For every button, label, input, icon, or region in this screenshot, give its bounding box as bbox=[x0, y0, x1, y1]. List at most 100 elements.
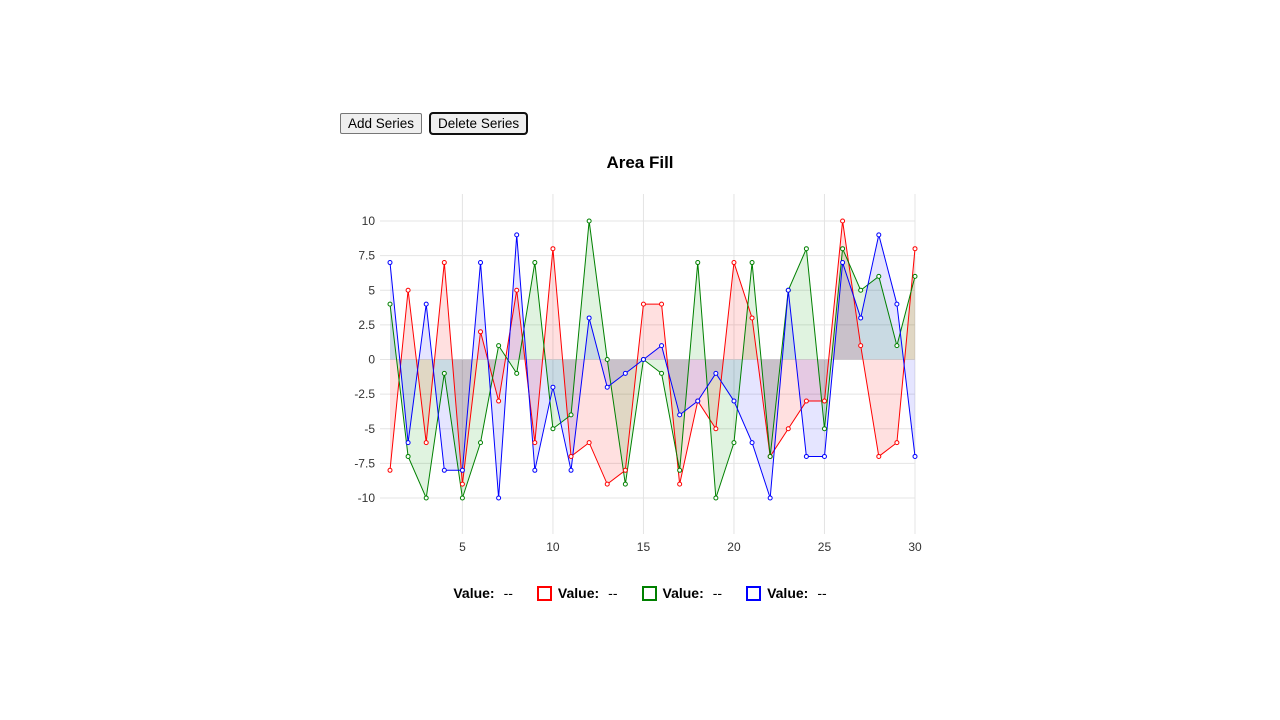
data-point bbox=[822, 399, 826, 403]
data-point bbox=[533, 261, 537, 265]
data-point bbox=[877, 454, 881, 458]
data-point bbox=[406, 441, 410, 445]
legend-swatch bbox=[537, 586, 552, 601]
data-point bbox=[859, 316, 863, 320]
y-tick-label: 2.5 bbox=[358, 318, 375, 332]
y-tick-label: -5 bbox=[364, 422, 375, 436]
data-point bbox=[786, 288, 790, 292]
data-point bbox=[678, 468, 682, 472]
data-point bbox=[660, 371, 664, 375]
data-point bbox=[533, 441, 537, 445]
data-point bbox=[479, 330, 483, 334]
data-point bbox=[497, 344, 501, 348]
data-point bbox=[732, 441, 736, 445]
legend-item-series-1: Value: -- bbox=[537, 585, 618, 601]
data-point bbox=[623, 482, 627, 486]
data-point bbox=[388, 261, 392, 265]
x-tick-label: 20 bbox=[727, 540, 741, 554]
data-point bbox=[551, 247, 555, 251]
data-point bbox=[569, 413, 573, 417]
legend: Value: -- Value: -- Value: -- Value: -- bbox=[0, 585, 1280, 601]
data-point bbox=[497, 496, 501, 500]
data-point bbox=[696, 399, 700, 403]
data-point bbox=[605, 385, 609, 389]
x-tick-label: 15 bbox=[637, 540, 651, 554]
data-point bbox=[804, 454, 808, 458]
data-point bbox=[660, 344, 664, 348]
x-tick-label: 10 bbox=[546, 540, 560, 554]
data-point bbox=[750, 441, 754, 445]
data-point bbox=[515, 233, 519, 237]
data-point bbox=[424, 496, 428, 500]
data-point bbox=[714, 371, 718, 375]
data-point bbox=[623, 371, 627, 375]
legend-label: Value: bbox=[453, 585, 494, 601]
legend-item-total: Value: -- bbox=[453, 585, 513, 601]
y-tick-label: 7.5 bbox=[358, 249, 375, 263]
data-point bbox=[859, 288, 863, 292]
data-point bbox=[623, 468, 627, 472]
data-point bbox=[895, 441, 899, 445]
y-tick-label: -7.5 bbox=[354, 456, 375, 470]
data-point bbox=[424, 302, 428, 306]
x-tick-label: 25 bbox=[818, 540, 832, 554]
data-point bbox=[424, 441, 428, 445]
data-point bbox=[786, 427, 790, 431]
data-point bbox=[768, 496, 772, 500]
y-tick-label: 0 bbox=[368, 353, 375, 367]
data-point bbox=[768, 454, 772, 458]
data-point bbox=[913, 274, 917, 278]
data-point bbox=[895, 344, 899, 348]
data-point bbox=[551, 385, 555, 389]
data-point bbox=[859, 344, 863, 348]
legend-label: Value: bbox=[663, 585, 704, 601]
data-point bbox=[822, 454, 826, 458]
data-point bbox=[641, 358, 645, 362]
data-point bbox=[660, 302, 664, 306]
data-point bbox=[750, 261, 754, 265]
legend-value: -- bbox=[504, 585, 513, 601]
data-point bbox=[587, 441, 591, 445]
data-point bbox=[732, 399, 736, 403]
data-point bbox=[533, 468, 537, 472]
data-point bbox=[605, 482, 609, 486]
data-point bbox=[750, 316, 754, 320]
data-point bbox=[913, 454, 917, 458]
legend-item-series-3: Value: -- bbox=[746, 585, 827, 601]
data-point bbox=[804, 399, 808, 403]
data-point bbox=[641, 302, 645, 306]
data-point bbox=[678, 413, 682, 417]
legend-swatch bbox=[746, 586, 761, 601]
data-point bbox=[804, 247, 808, 251]
data-point bbox=[442, 261, 446, 265]
legend-item-series-2: Value: -- bbox=[642, 585, 723, 601]
data-point bbox=[515, 371, 519, 375]
data-point bbox=[460, 496, 464, 500]
y-tick-label: 10 bbox=[362, 214, 376, 228]
data-point bbox=[479, 441, 483, 445]
data-point bbox=[551, 427, 555, 431]
y-tick-label: 5 bbox=[368, 283, 375, 297]
legend-swatch bbox=[642, 586, 657, 601]
data-point bbox=[732, 261, 736, 265]
data-point bbox=[406, 288, 410, 292]
data-point bbox=[841, 219, 845, 223]
legend-label: Value: bbox=[767, 585, 808, 601]
data-point bbox=[877, 274, 881, 278]
data-point bbox=[714, 496, 718, 500]
data-point bbox=[497, 399, 501, 403]
data-point bbox=[388, 302, 392, 306]
data-point bbox=[479, 261, 483, 265]
data-point bbox=[515, 288, 519, 292]
data-point bbox=[895, 302, 899, 306]
data-point bbox=[569, 454, 573, 458]
data-point bbox=[841, 261, 845, 265]
y-tick-label: -10 bbox=[358, 491, 376, 505]
data-point bbox=[678, 482, 682, 486]
data-point bbox=[442, 371, 446, 375]
y-tick-label: -2.5 bbox=[354, 387, 375, 401]
data-point bbox=[587, 219, 591, 223]
data-point bbox=[569, 468, 573, 472]
data-point bbox=[460, 482, 464, 486]
